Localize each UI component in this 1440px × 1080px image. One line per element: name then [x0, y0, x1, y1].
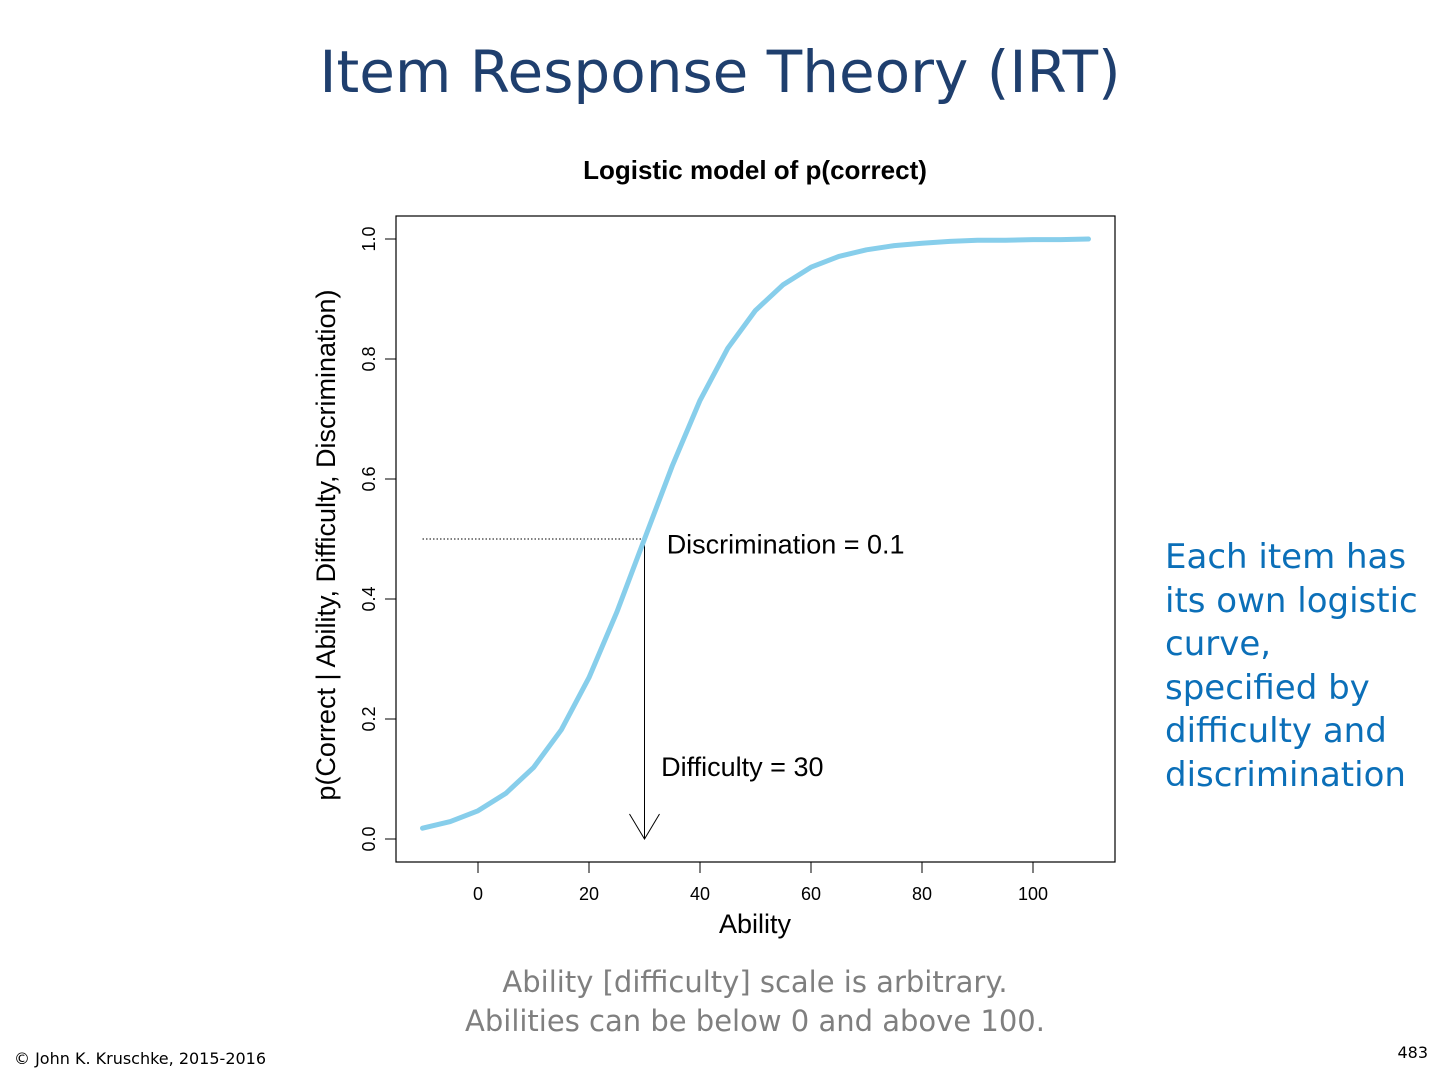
y-axis-label: p(Correct | Ability, Difficulty, Discrim… — [311, 289, 341, 800]
side-note-line: curve, — [1165, 624, 1272, 664]
caption-line: Abilities can be below 0 and above 100. — [465, 1004, 1045, 1038]
caption-line: Ability [difficulty] scale is arbitrary. — [502, 965, 1008, 999]
y-tick-label: 0.6 — [359, 466, 379, 491]
side-note-line: its own logistic — [1165, 580, 1418, 621]
y-tick-label: 0.0 — [359, 826, 379, 851]
y-tick-label: 0.8 — [359, 346, 379, 371]
difficulty-annotation: Difficulty = 30 — [661, 752, 823, 782]
x-tick-label: 60 — [801, 884, 821, 904]
arrow-head — [629, 813, 660, 840]
side-note-line: specified by — [1165, 667, 1370, 708]
x-tick-label: 40 — [690, 884, 710, 904]
x-axis-label: Ability — [719, 909, 792, 939]
x-tick-label: 80 — [912, 884, 932, 904]
chart-title: Logistic model of p(correct) — [583, 155, 927, 185]
slide-title: Item Response Theory (IRT) — [319, 38, 1121, 106]
discrimination-annotation: Discrimination = 0.1 — [667, 529, 905, 559]
y-tick-label: 1.0 — [359, 226, 379, 251]
side-note: Each item has its own logistic curve, sp… — [1165, 536, 1435, 797]
x-tick-label: 0 — [473, 884, 483, 904]
x-tick-label: 100 — [1018, 884, 1048, 904]
side-note-line: discrimination — [1165, 754, 1406, 795]
copyright: © John K. Kruschke, 2015-2016 — [14, 1049, 267, 1068]
caption: Ability [difficulty] scale is arbitrary.… — [0, 963, 1440, 1041]
x-tick-label: 20 — [579, 884, 599, 904]
y-tick-label: 0.4 — [359, 586, 379, 611]
side-note-line: difficulty and — [1165, 711, 1387, 751]
page-number: 483 — [1397, 1043, 1428, 1062]
side-note-line: Each item has — [1165, 537, 1407, 577]
y-tick-label: 0.2 — [359, 706, 379, 731]
logistic-curve — [420, 236, 1091, 831]
